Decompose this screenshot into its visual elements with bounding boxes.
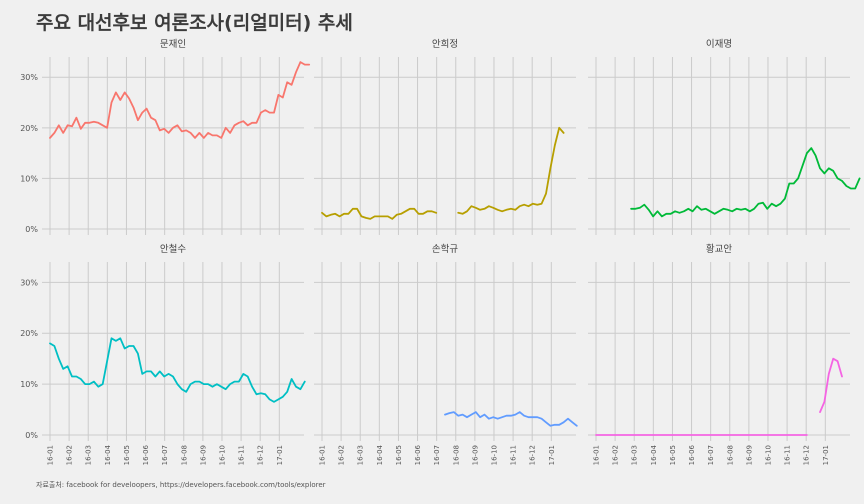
x-tick-label: 16-11 bbox=[784, 445, 792, 465]
x-tick-label: 16-09 bbox=[745, 445, 753, 465]
panel-title-2: 안희정 bbox=[432, 39, 458, 50]
x-tick-label: 17-01 bbox=[276, 445, 284, 465]
chart-title: 주요 대선후보 여론조사(리얼미터) 추세 bbox=[36, 12, 353, 34]
x-tick-label: 16-11 bbox=[510, 445, 518, 465]
y-tick-label: 20% bbox=[20, 329, 38, 338]
y-tick-label: 0% bbox=[25, 225, 38, 234]
x-tick-label: 16-11 bbox=[238, 445, 246, 465]
x-tick-label: 16-06 bbox=[142, 444, 150, 465]
x-tick-label: 16-08 bbox=[180, 445, 188, 465]
x-tick-label: 16-06 bbox=[414, 444, 422, 465]
y-tick-label: 0% bbox=[25, 431, 38, 440]
x-tick-label: 16-04 bbox=[650, 444, 658, 465]
y-tick-label: 30% bbox=[20, 73, 38, 82]
x-tick-label: 16-03 bbox=[631, 445, 639, 465]
x-tick-label: 16-09 bbox=[471, 445, 479, 465]
x-tick-label: 16-01 bbox=[319, 445, 327, 465]
x-tick-label: 16-04 bbox=[104, 444, 112, 465]
x-tick-label: 16-09 bbox=[199, 445, 207, 465]
source-caption: 자료출처: facebook for develoopers, https://… bbox=[36, 481, 326, 489]
x-tick-label: 16-01 bbox=[593, 445, 601, 465]
x-tick-label: 17-01 bbox=[822, 445, 830, 465]
x-tick-label: 16-12 bbox=[257, 445, 265, 465]
x-tick-label: 16-12 bbox=[529, 445, 537, 465]
x-tick-label: 16-07 bbox=[433, 445, 441, 465]
y-tick-label: 30% bbox=[20, 278, 38, 287]
x-tick-label: 16-07 bbox=[161, 445, 169, 465]
x-tick-label: 16-12 bbox=[803, 445, 811, 465]
x-tick-label: 16-04 bbox=[376, 444, 384, 465]
series-line-2-1 bbox=[321, 207, 438, 220]
x-tick-label: 16-05 bbox=[123, 445, 131, 465]
x-tick-label: 16-05 bbox=[669, 445, 677, 465]
x-tick-label: 16-06 bbox=[688, 444, 696, 465]
x-tick-label: 16-08 bbox=[726, 445, 734, 465]
x-tick-label: 16-02 bbox=[612, 445, 620, 465]
panel-title-4: 안철수 bbox=[160, 244, 186, 255]
x-tick-label: 16-02 bbox=[66, 445, 74, 465]
series-line-1-1 bbox=[49, 61, 311, 139]
series-line-3-1 bbox=[630, 147, 861, 218]
y-tick-label: 10% bbox=[20, 174, 38, 183]
x-tick-label: 16-03 bbox=[85, 445, 93, 465]
x-tick-label: 16-10 bbox=[490, 445, 498, 465]
panel-title-6: 황교안 bbox=[706, 244, 732, 255]
x-tick-label: 16-01 bbox=[47, 445, 55, 465]
series-line-2-2 bbox=[457, 126, 565, 215]
series-line-6-2 bbox=[819, 357, 843, 414]
y-tick-label: 10% bbox=[20, 380, 38, 389]
panel-title-1: 문재인 bbox=[160, 39, 186, 50]
series-line-5-1 bbox=[444, 411, 578, 427]
x-tick-label: 16-10 bbox=[218, 445, 226, 465]
x-tick-label: 16-08 bbox=[452, 445, 460, 465]
y-tick-label: 20% bbox=[20, 124, 38, 133]
x-tick-label: 16-02 bbox=[338, 445, 346, 465]
panel-title-5: 손학규 bbox=[432, 244, 458, 255]
x-tick-label: 16-10 bbox=[764, 445, 772, 465]
x-tick-label: 17-01 bbox=[548, 445, 556, 465]
x-tick-label: 16-07 bbox=[707, 445, 715, 465]
x-tick-label: 16-05 bbox=[395, 445, 403, 465]
series-line-4-1 bbox=[49, 337, 306, 403]
panel-title-3: 이재명 bbox=[706, 39, 732, 50]
x-tick-label: 16-03 bbox=[357, 445, 365, 465]
